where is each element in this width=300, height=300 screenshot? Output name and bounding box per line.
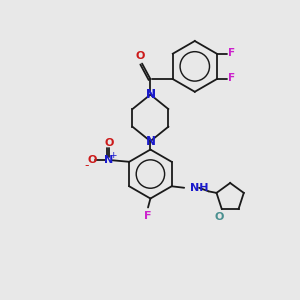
Text: N: N [146, 88, 155, 101]
Text: N: N [146, 135, 155, 148]
Text: O: O [136, 51, 145, 61]
Text: N: N [146, 88, 155, 101]
Text: O: O [104, 138, 114, 148]
Text: NH: NH [190, 183, 208, 193]
Text: N: N [104, 155, 113, 165]
Text: +: + [109, 151, 116, 160]
Text: O: O [87, 155, 97, 165]
Text: O: O [214, 212, 224, 222]
Text: -: - [85, 159, 89, 172]
Text: F: F [227, 74, 235, 83]
Text: F: F [228, 48, 235, 58]
Text: F: F [144, 211, 152, 221]
